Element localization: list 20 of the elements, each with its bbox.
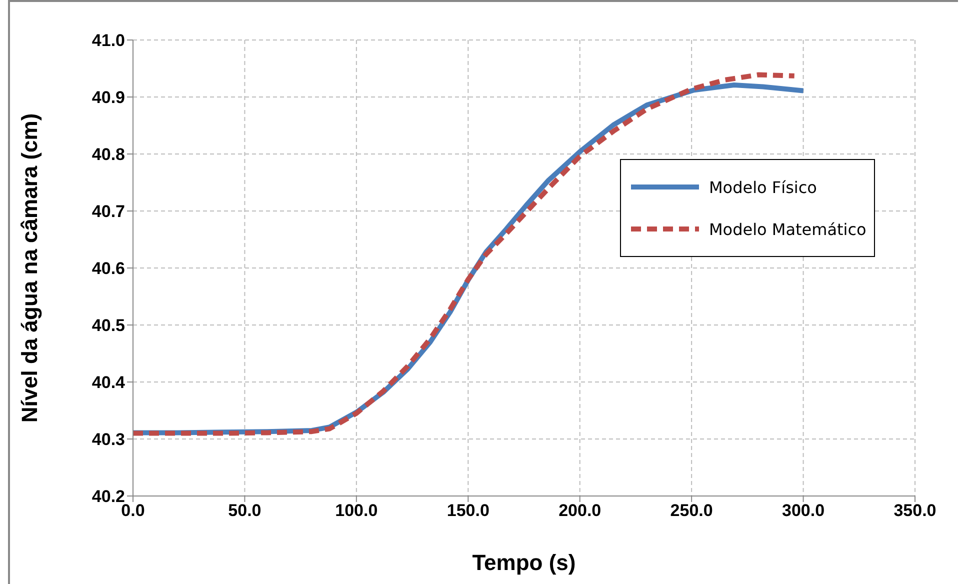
x-tick-label: 150.0 [446, 501, 490, 520]
y-tick-label: 40.7 [92, 202, 125, 222]
y-tick-label: 40.6 [92, 259, 125, 278]
x-tick-label: 350.0 [894, 501, 936, 520]
y-tick-label: 40.3 [92, 430, 125, 450]
x-tick-label: 0.0 [121, 501, 145, 520]
y-tick-label: 40.9 [92, 88, 125, 108]
y-tick-label: 40.4 [92, 373, 126, 392]
x-tick-label: 250.0 [670, 501, 713, 520]
y-tick-label: 40.8 [92, 145, 125, 164]
y-tick-label: 40.5 [92, 316, 125, 336]
x-tick-label: 200.0 [558, 501, 602, 520]
x-tick-label: 100.0 [335, 501, 378, 520]
y-axis-title: Nível da água na câmara (cm) [16, 113, 42, 423]
legend-label: Modelo Físico [709, 178, 817, 196]
y-tick-label: 41.0 [92, 31, 125, 50]
x-tick-label: 300.0 [782, 501, 825, 520]
x-tick-label: 50.0 [228, 501, 262, 520]
x-axis-title: Tempo (s) [472, 550, 576, 575]
legend-label: Modelo Matemático [709, 220, 866, 238]
